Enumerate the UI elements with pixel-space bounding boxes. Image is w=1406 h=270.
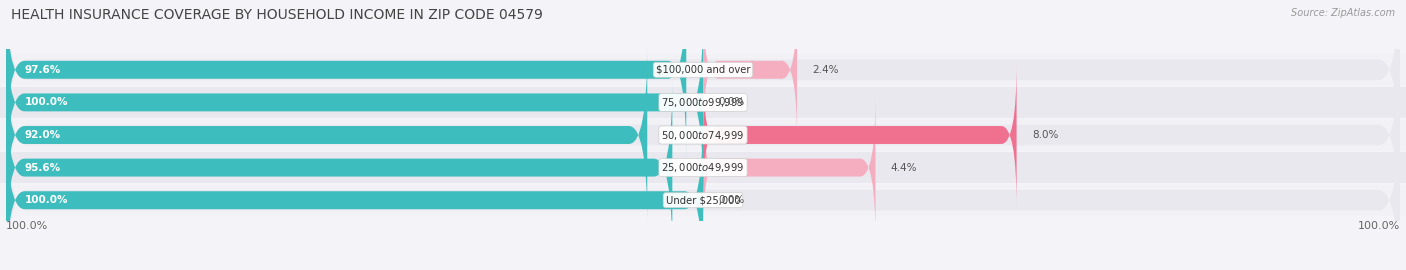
Text: Source: ZipAtlas.com: Source: ZipAtlas.com bbox=[1291, 8, 1395, 18]
Text: 92.0%: 92.0% bbox=[24, 130, 60, 140]
Text: 97.6%: 97.6% bbox=[24, 65, 60, 75]
FancyBboxPatch shape bbox=[6, 46, 647, 224]
Text: $25,000 to $49,999: $25,000 to $49,999 bbox=[661, 161, 745, 174]
FancyBboxPatch shape bbox=[6, 64, 1400, 270]
Text: 100.0%: 100.0% bbox=[1358, 221, 1400, 231]
Text: Under $25,000: Under $25,000 bbox=[665, 195, 741, 205]
Text: $100,000 and over: $100,000 and over bbox=[655, 65, 751, 75]
Text: $50,000 to $74,999: $50,000 to $74,999 bbox=[661, 129, 745, 141]
FancyBboxPatch shape bbox=[6, 14, 703, 191]
Text: 100.0%: 100.0% bbox=[6, 221, 48, 231]
Text: 8.0%: 8.0% bbox=[1032, 130, 1059, 140]
FancyBboxPatch shape bbox=[703, 0, 797, 142]
FancyBboxPatch shape bbox=[703, 62, 1017, 208]
Text: 0.0%: 0.0% bbox=[718, 195, 745, 205]
Text: 100.0%: 100.0% bbox=[24, 195, 67, 205]
FancyBboxPatch shape bbox=[703, 95, 876, 240]
Bar bbox=[0, 87, 1406, 118]
Text: $75,000 to $99,999: $75,000 to $99,999 bbox=[661, 96, 745, 109]
FancyBboxPatch shape bbox=[6, 0, 1400, 206]
Text: 2.4%: 2.4% bbox=[813, 65, 839, 75]
Text: 95.6%: 95.6% bbox=[24, 163, 60, 173]
FancyBboxPatch shape bbox=[6, 79, 672, 256]
Bar bbox=[0, 54, 1406, 85]
Bar bbox=[0, 185, 1406, 216]
Text: 4.4%: 4.4% bbox=[891, 163, 917, 173]
Text: 0.0%: 0.0% bbox=[718, 97, 745, 107]
FancyBboxPatch shape bbox=[6, 31, 1400, 239]
Bar bbox=[0, 119, 1406, 151]
FancyBboxPatch shape bbox=[6, 0, 686, 159]
FancyBboxPatch shape bbox=[6, 0, 1400, 174]
FancyBboxPatch shape bbox=[6, 96, 1400, 270]
Text: HEALTH INSURANCE COVERAGE BY HOUSEHOLD INCOME IN ZIP CODE 04579: HEALTH INSURANCE COVERAGE BY HOUSEHOLD I… bbox=[11, 8, 543, 22]
FancyBboxPatch shape bbox=[6, 111, 703, 270]
Bar bbox=[0, 152, 1406, 183]
Text: 100.0%: 100.0% bbox=[24, 97, 67, 107]
